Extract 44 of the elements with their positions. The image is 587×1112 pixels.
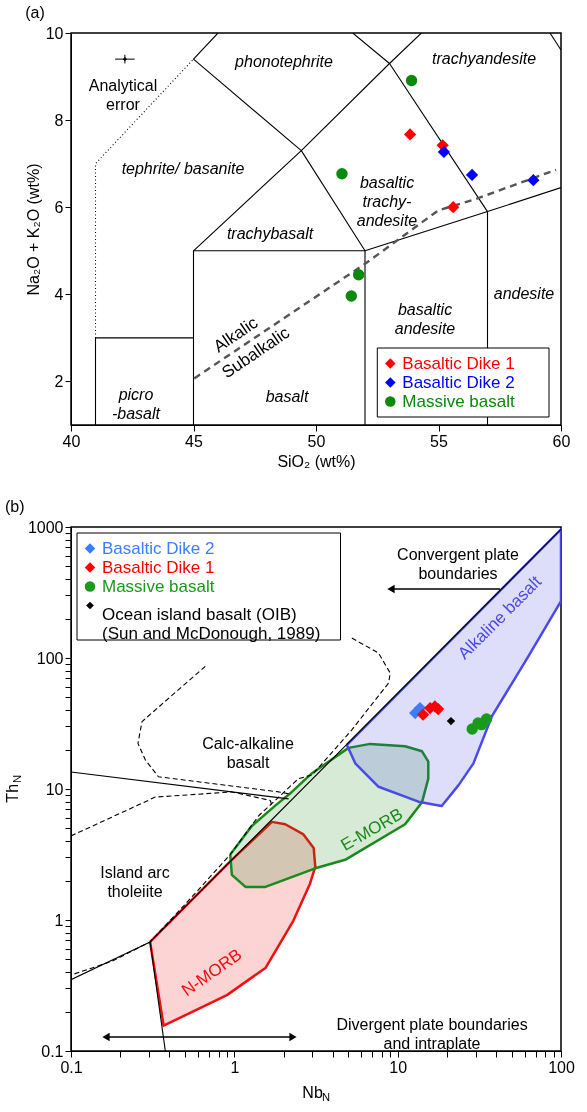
annotation: Island arc tholeiite <box>100 864 170 900</box>
x-tick-label: 60 <box>552 432 571 450</box>
x-tick-label: 45 <box>185 432 203 450</box>
annotation: picro -basalt <box>111 386 161 422</box>
annotation: Divergent plate boundaries and intraplate <box>336 1016 528 1052</box>
legend-label: Massive basalt <box>102 576 215 596</box>
annotation: basalt <box>265 388 309 405</box>
y-tick-label: 10 <box>45 24 64 42</box>
y-tick-label: 6 <box>54 198 64 216</box>
annotation: basaltic trachy- andesite <box>356 174 418 229</box>
x-tick-label: 1 <box>230 1058 240 1076</box>
y-tick-label: 4 <box>54 285 64 303</box>
chart-title: (a) <box>25 4 45 21</box>
x-tick-label: 40 <box>62 432 81 450</box>
annotation: tephrite/ basanite <box>121 160 245 177</box>
annotation: trachyandesite <box>431 50 537 67</box>
legend-label: Ocean island basalt (OIB) (Sun and McDonough, 1989) <box>102 605 321 643</box>
annotation: Convergent plate boundaries <box>397 546 520 582</box>
x-tick-label: 50 <box>307 432 326 450</box>
legend-label: Basaltic Dike 1 <box>402 353 515 373</box>
y-tick-label: 2 <box>54 372 64 390</box>
legend-label: Massive basalt <box>402 391 516 411</box>
legend-label: Basaltic Dike 2 <box>402 372 515 392</box>
y-tick-label: 1 <box>54 911 64 929</box>
annotation: phonotephrite <box>234 53 334 70</box>
annotation: trachybasalt <box>226 225 314 242</box>
y-tick-label: 0.1 <box>41 1042 64 1060</box>
legend-label: Basaltic Dike 2 <box>102 538 215 558</box>
annotation: Analytical error <box>88 77 158 113</box>
annotation: andesite <box>493 285 555 302</box>
y-axis-title: ThN <box>4 774 23 803</box>
annotation: Calc-alkaline basalt <box>202 735 294 771</box>
x-tick-label: 55 <box>430 432 448 450</box>
y-tick-label: 1000 <box>27 518 64 536</box>
y-tick-label: 100 <box>36 649 64 667</box>
y-tick-label: 8 <box>54 111 64 129</box>
x-tick-label: 100 <box>548 1058 575 1076</box>
x-tick-label: 10 <box>389 1058 408 1076</box>
annotation: basaltic andesite <box>394 301 456 337</box>
legend-label: Basaltic Dike 1 <box>102 557 215 577</box>
y-axis-title: Na₂O + K₂O (wt%) <box>24 163 42 296</box>
chart-title: (b) <box>5 498 25 515</box>
x-axis-title: SiO₂ (wt%) <box>277 452 356 470</box>
y-tick-label: 10 <box>45 780 64 798</box>
